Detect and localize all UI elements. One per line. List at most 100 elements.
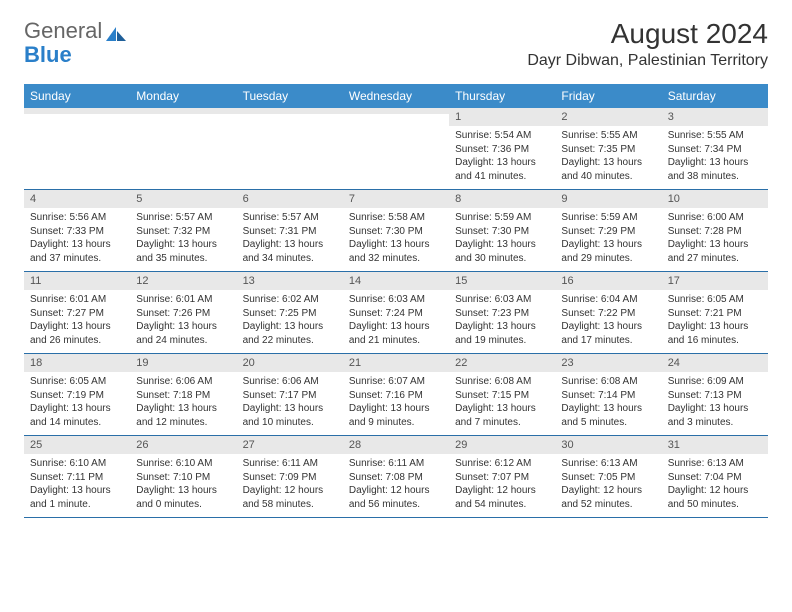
weekday-header: Tuesday: [237, 84, 343, 108]
calendar-week-row: 1Sunrise: 5:54 AMSunset: 7:36 PMDaylight…: [24, 108, 768, 190]
day-details: Sunrise: 5:55 AMSunset: 7:34 PMDaylight:…: [662, 126, 768, 189]
sunrise-text: Sunrise: 6:06 AM: [136, 375, 230, 389]
calendar-cell: 25Sunrise: 6:10 AMSunset: 7:11 PMDayligh…: [24, 436, 130, 518]
calendar-cell: 13Sunrise: 6:02 AMSunset: 7:25 PMDayligh…: [237, 272, 343, 354]
sunset-text: Sunset: 7:22 PM: [561, 307, 655, 321]
calendar-cell: 10Sunrise: 6:00 AMSunset: 7:28 PMDayligh…: [662, 190, 768, 272]
daylight-text: Daylight: 13 hours and 37 minutes.: [30, 238, 124, 265]
sunset-text: Sunset: 7:23 PM: [455, 307, 549, 321]
sunset-text: Sunset: 7:14 PM: [561, 389, 655, 403]
sunrise-text: Sunrise: 5:56 AM: [30, 211, 124, 225]
day-details: Sunrise: 5:59 AMSunset: 7:30 PMDaylight:…: [449, 208, 555, 271]
logo-line2: Blue: [24, 42, 72, 68]
sunset-text: Sunset: 7:29 PM: [561, 225, 655, 239]
day-details: Sunrise: 6:05 AMSunset: 7:21 PMDaylight:…: [662, 290, 768, 353]
day-details: Sunrise: 5:54 AMSunset: 7:36 PMDaylight:…: [449, 126, 555, 189]
sunrise-text: Sunrise: 6:07 AM: [349, 375, 443, 389]
day-details: Sunrise: 6:08 AMSunset: 7:15 PMDaylight:…: [449, 372, 555, 435]
day-details: Sunrise: 6:06 AMSunset: 7:18 PMDaylight:…: [130, 372, 236, 435]
sunrise-text: Sunrise: 6:08 AM: [561, 375, 655, 389]
calendar-cell: 5Sunrise: 5:57 AMSunset: 7:32 PMDaylight…: [130, 190, 236, 272]
calendar-week-row: 25Sunrise: 6:10 AMSunset: 7:11 PMDayligh…: [24, 436, 768, 518]
sunset-text: Sunset: 7:09 PM: [243, 471, 337, 485]
calendar-cell: 17Sunrise: 6:05 AMSunset: 7:21 PMDayligh…: [662, 272, 768, 354]
daylight-text: Daylight: 12 hours and 58 minutes.: [243, 484, 337, 511]
day-details: [130, 114, 236, 176]
daylight-text: Daylight: 13 hours and 19 minutes.: [455, 320, 549, 347]
day-details: Sunrise: 6:10 AMSunset: 7:11 PMDaylight:…: [24, 454, 130, 517]
sunrise-text: Sunrise: 6:01 AM: [136, 293, 230, 307]
sunset-text: Sunset: 7:33 PM: [30, 225, 124, 239]
day-number: 11: [24, 272, 130, 290]
sunset-text: Sunset: 7:18 PM: [136, 389, 230, 403]
calendar-cell: 24Sunrise: 6:09 AMSunset: 7:13 PMDayligh…: [662, 354, 768, 436]
calendar-cell: 16Sunrise: 6:04 AMSunset: 7:22 PMDayligh…: [555, 272, 661, 354]
daylight-text: Daylight: 13 hours and 35 minutes.: [136, 238, 230, 265]
day-details: Sunrise: 6:09 AMSunset: 7:13 PMDaylight:…: [662, 372, 768, 435]
sunset-text: Sunset: 7:26 PM: [136, 307, 230, 321]
sunrise-text: Sunrise: 5:59 AM: [455, 211, 549, 225]
daylight-text: Daylight: 13 hours and 0 minutes.: [136, 484, 230, 511]
daylight-text: Daylight: 12 hours and 52 minutes.: [561, 484, 655, 511]
title-block: August 2024 Dayr Dibwan, Palestinian Ter…: [527, 18, 768, 70]
calendar-table: SundayMondayTuesdayWednesdayThursdayFrid…: [24, 84, 768, 518]
sunrise-text: Sunrise: 5:55 AM: [561, 129, 655, 143]
sunset-text: Sunset: 7:11 PM: [30, 471, 124, 485]
sunrise-text: Sunrise: 5:59 AM: [561, 211, 655, 225]
day-number: 16: [555, 272, 661, 290]
calendar-cell: 19Sunrise: 6:06 AMSunset: 7:18 PMDayligh…: [130, 354, 236, 436]
daylight-text: Daylight: 13 hours and 40 minutes.: [561, 156, 655, 183]
sunrise-text: Sunrise: 5:57 AM: [136, 211, 230, 225]
calendar-cell: 8Sunrise: 5:59 AMSunset: 7:30 PMDaylight…: [449, 190, 555, 272]
day-details: Sunrise: 6:07 AMSunset: 7:16 PMDaylight:…: [343, 372, 449, 435]
daylight-text: Daylight: 12 hours and 50 minutes.: [668, 484, 762, 511]
calendar-cell: 18Sunrise: 6:05 AMSunset: 7:19 PMDayligh…: [24, 354, 130, 436]
day-number: 7: [343, 190, 449, 208]
day-details: Sunrise: 5:56 AMSunset: 7:33 PMDaylight:…: [24, 208, 130, 271]
sunset-text: Sunset: 7:16 PM: [349, 389, 443, 403]
day-number: 17: [662, 272, 768, 290]
day-details: Sunrise: 5:57 AMSunset: 7:31 PMDaylight:…: [237, 208, 343, 271]
day-details: Sunrise: 5:58 AMSunset: 7:30 PMDaylight:…: [343, 208, 449, 271]
sunrise-text: Sunrise: 5:58 AM: [349, 211, 443, 225]
sunrise-text: Sunrise: 6:11 AM: [243, 457, 337, 471]
day-details: Sunrise: 6:12 AMSunset: 7:07 PMDaylight:…: [449, 454, 555, 517]
sunset-text: Sunset: 7:30 PM: [349, 225, 443, 239]
day-number: 8: [449, 190, 555, 208]
daylight-text: Daylight: 13 hours and 34 minutes.: [243, 238, 337, 265]
daylight-text: Daylight: 13 hours and 41 minutes.: [455, 156, 549, 183]
day-details: [24, 114, 130, 176]
day-number: 19: [130, 354, 236, 372]
calendar-cell: 12Sunrise: 6:01 AMSunset: 7:26 PMDayligh…: [130, 272, 236, 354]
calendar-cell: [237, 108, 343, 190]
sunset-text: Sunset: 7:27 PM: [30, 307, 124, 321]
day-details: [237, 114, 343, 176]
day-number: 15: [449, 272, 555, 290]
weekday-row: SundayMondayTuesdayWednesdayThursdayFrid…: [24, 84, 768, 108]
sunrise-text: Sunrise: 6:09 AM: [668, 375, 762, 389]
day-number: 29: [449, 436, 555, 454]
sunset-text: Sunset: 7:07 PM: [455, 471, 549, 485]
daylight-text: Daylight: 13 hours and 14 minutes.: [30, 402, 124, 429]
daylight-text: Daylight: 12 hours and 56 minutes.: [349, 484, 443, 511]
calendar-cell: 3Sunrise: 5:55 AMSunset: 7:34 PMDaylight…: [662, 108, 768, 190]
location: Dayr Dibwan, Palestinian Territory: [527, 52, 768, 70]
calendar-week-row: 18Sunrise: 6:05 AMSunset: 7:19 PMDayligh…: [24, 354, 768, 436]
day-number: 10: [662, 190, 768, 208]
day-details: Sunrise: 6:03 AMSunset: 7:24 PMDaylight:…: [343, 290, 449, 353]
day-number: 5: [130, 190, 236, 208]
weekday-header: Friday: [555, 84, 661, 108]
sunset-text: Sunset: 7:04 PM: [668, 471, 762, 485]
day-details: Sunrise: 6:06 AMSunset: 7:17 PMDaylight:…: [237, 372, 343, 435]
sunset-text: Sunset: 7:10 PM: [136, 471, 230, 485]
day-number: 21: [343, 354, 449, 372]
daylight-text: Daylight: 13 hours and 24 minutes.: [136, 320, 230, 347]
sunrise-text: Sunrise: 6:04 AM: [561, 293, 655, 307]
sunrise-text: Sunrise: 6:00 AM: [668, 211, 762, 225]
sunrise-text: Sunrise: 5:57 AM: [243, 211, 337, 225]
calendar-cell: 9Sunrise: 5:59 AMSunset: 7:29 PMDaylight…: [555, 190, 661, 272]
logo-sail-icon: [106, 23, 128, 39]
calendar-cell: 26Sunrise: 6:10 AMSunset: 7:10 PMDayligh…: [130, 436, 236, 518]
logo-text-general: General: [24, 18, 102, 44]
sunset-text: Sunset: 7:19 PM: [30, 389, 124, 403]
